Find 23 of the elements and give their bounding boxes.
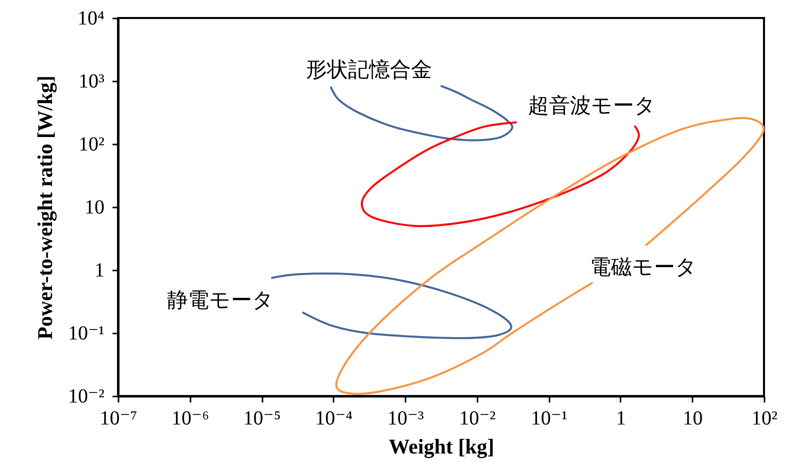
y-tick-label: 10⁻¹: [68, 322, 104, 344]
series-label: 電磁モータ: [590, 254, 697, 279]
y-axis-title: Power-to-weight ratio [W/kg]: [32, 76, 57, 340]
x-tick-label: 10⁻⁶: [172, 408, 210, 430]
y-tick-label: 10: [84, 196, 104, 218]
series-label: 超音波モータ: [528, 93, 656, 118]
x-tick-label: 10⁻⁴: [315, 408, 353, 430]
y-tick-label: 10⁴: [78, 8, 105, 30]
y-tick-label: 10²: [78, 134, 104, 156]
y-tick-label: 1: [94, 260, 104, 282]
x-tick-label: 10⁻¹: [530, 408, 568, 430]
x-tick-label: 10⁻²: [459, 408, 496, 430]
x-tick-label: 1: [616, 408, 626, 430]
x-axis-title: Weight [kg]: [388, 434, 494, 458]
x-tick-label: 10⁻⁷: [100, 408, 138, 430]
series-label: 静電モータ: [167, 288, 274, 312]
x-tick-label: 10⁻³: [387, 408, 424, 430]
x-tick-label: 10: [682, 408, 703, 430]
y-tick-label: 10³: [78, 70, 104, 92]
y-tick-label: 10⁻²: [68, 386, 104, 408]
x-tick-label: 10⁻⁵: [243, 408, 281, 430]
x-tick-label: 10²: [752, 408, 778, 430]
series-label: 形状記憶合金: [306, 57, 432, 82]
